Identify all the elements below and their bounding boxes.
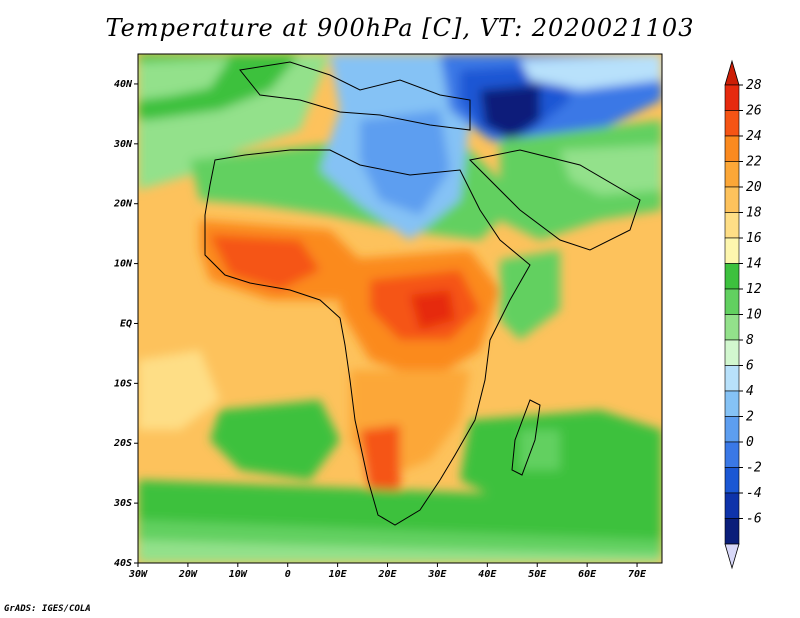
lon-tick-label: 20W bbox=[178, 569, 198, 580]
colorbar-tick-label: 4 bbox=[746, 384, 754, 399]
lon-tick-label: 70E bbox=[628, 569, 647, 580]
colorbar-tick-label: 10 bbox=[746, 308, 762, 323]
colorbar-bottom-arrow bbox=[724, 543, 740, 570]
colorbar-swatch bbox=[724, 390, 740, 417]
colorbar-tick-label: -2 bbox=[746, 461, 762, 476]
colorbar-tick-label: 8 bbox=[746, 333, 754, 348]
colorbar-swatch bbox=[724, 263, 740, 290]
colorbar-tick-label: 14 bbox=[746, 257, 762, 272]
colorbar-tick-label: 26 bbox=[746, 104, 762, 119]
temperature-field bbox=[138, 54, 662, 563]
colorbar-tick-label: 2 bbox=[746, 410, 754, 425]
lon-tick-label: 10W bbox=[229, 569, 248, 580]
colorbar-tick-label: 22 bbox=[746, 155, 762, 170]
colorbar-swatch bbox=[724, 135, 740, 162]
colorbar-swatch bbox=[724, 441, 740, 468]
colorbar-tick-label: 24 bbox=[746, 129, 762, 144]
colorbar-tick-label: 20 bbox=[746, 180, 762, 195]
axis-ticks: 30W 20W 10W 0 10E 20E 30E 40E 50E 60E 70E 40N 30N 20N… bbox=[113, 79, 647, 580]
colorbar-swatch bbox=[724, 518, 740, 545]
credit-text: GrADS: IGES/COLA bbox=[4, 604, 91, 614]
lat-tick-label: 30S bbox=[113, 498, 132, 509]
colorbar-tick-label: 0 bbox=[746, 435, 754, 450]
colorbar-swatch bbox=[724, 161, 740, 188]
colorbar-tick-label: 16 bbox=[746, 231, 762, 246]
colorbar-swatch bbox=[724, 339, 740, 366]
colorbar-swatch bbox=[724, 416, 740, 443]
lon-tick-label: 50E bbox=[528, 569, 547, 580]
colorbar-top-arrow bbox=[724, 59, 740, 86]
lon-tick-label: 0 bbox=[285, 569, 291, 580]
lon-tick-label: 30W bbox=[128, 569, 148, 580]
colorbar-swatch bbox=[724, 186, 740, 213]
lon-tick-label: 10E bbox=[329, 569, 348, 580]
colorbar-swatch bbox=[724, 492, 740, 519]
colorbar-tick-label: -4 bbox=[746, 486, 762, 501]
colorbar-swatch bbox=[724, 365, 740, 392]
colorbar-tick-label: -6 bbox=[746, 512, 762, 527]
map-frame bbox=[137, 53, 663, 564]
chart-title: Temperature at 900hPa [C], VT: 202002110… bbox=[105, 14, 695, 42]
colorbar-tick-label: 12 bbox=[746, 282, 762, 297]
colorbar-swatch bbox=[724, 467, 740, 494]
lat-tick-label: 10S bbox=[114, 378, 132, 389]
lon-tick-label: 20E bbox=[377, 569, 397, 580]
lat-tick-label: 30N bbox=[113, 139, 133, 150]
lat-tick-label: 10N bbox=[114, 259, 133, 270]
colorbar-swatch bbox=[724, 288, 740, 315]
lon-tick-label: 40E bbox=[478, 569, 497, 580]
lat-tick-label: 20S bbox=[113, 438, 132, 449]
colorbar-tick-label: 6 bbox=[746, 359, 754, 374]
lat-tick-label: 40S bbox=[114, 558, 132, 569]
colorbar-swatch bbox=[724, 314, 740, 341]
lat-tick-label: EQ bbox=[120, 318, 132, 329]
colorbar-swatch bbox=[724, 212, 740, 239]
lon-tick-label: 30E bbox=[427, 569, 447, 580]
colorbar-swatch bbox=[724, 237, 740, 264]
colorbar-tick-label: 18 bbox=[746, 206, 762, 221]
colorbar-tick-label: 28 bbox=[746, 78, 762, 93]
colorbar-swatch bbox=[724, 110, 740, 137]
lat-tick-label: 40N bbox=[114, 79, 133, 90]
lat-tick-label: 20N bbox=[113, 199, 133, 210]
lon-tick-label: 60E bbox=[578, 569, 597, 580]
colorbar-swatch bbox=[724, 84, 740, 111]
